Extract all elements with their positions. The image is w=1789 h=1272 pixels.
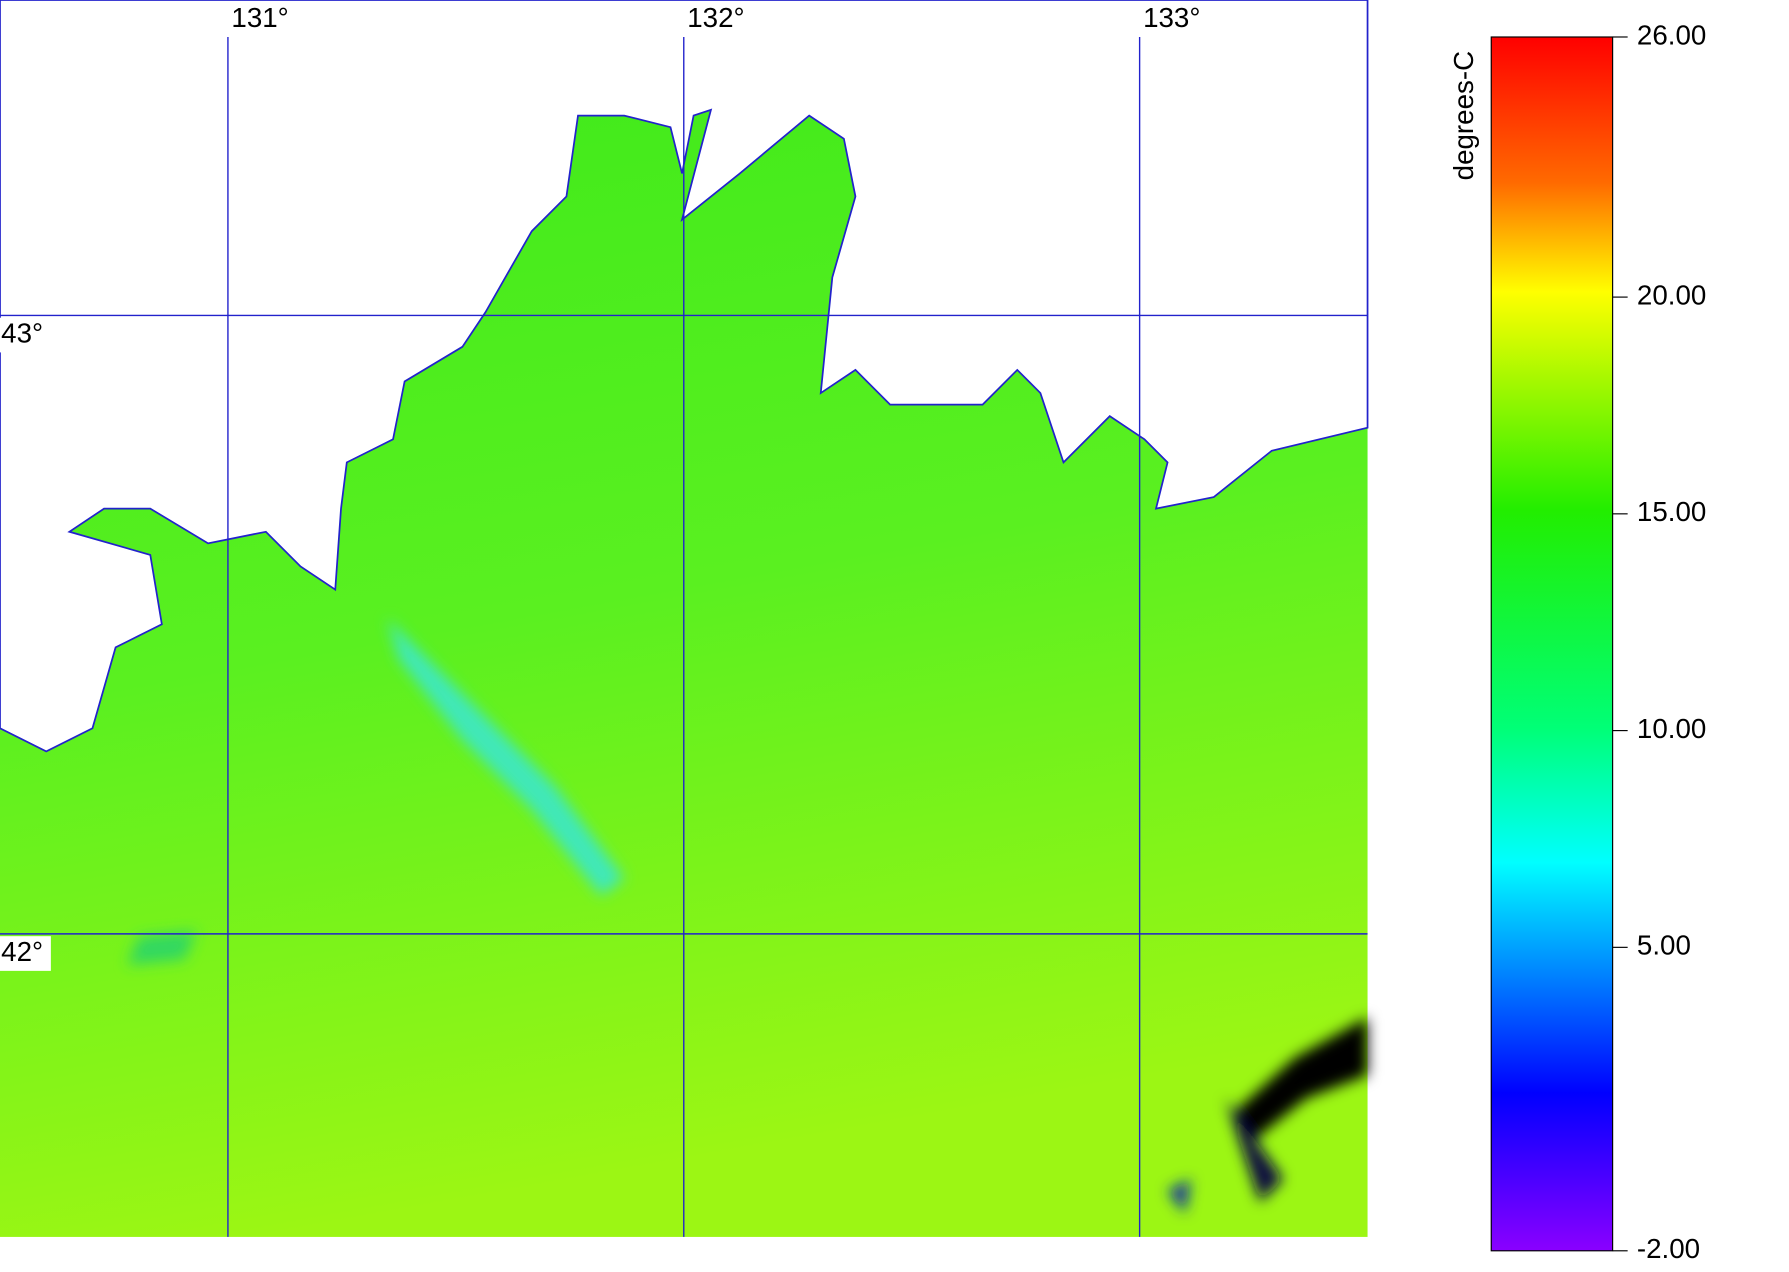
colorbar-tick-label: -2.00	[1637, 1233, 1700, 1264]
latitude-label-bg	[0, 936, 51, 971]
colorbar-tick-label: 10.00	[1637, 713, 1706, 744]
colorbar-label: degrees-C	[1448, 51, 1479, 180]
colorbar-gradient	[1490, 36, 1614, 1252]
longitude-label: 133°	[1143, 2, 1200, 33]
colorbar: degrees-C 26.00 20.00 15.00 10.00 5.00 -2.00	[1448, 19, 1706, 1264]
colorbar-tick-label: 26.00	[1637, 19, 1706, 50]
colorbar-tick-label: 5.00	[1637, 930, 1691, 961]
graticule: 131° 132° 133° 43° 42°	[0, 2, 1368, 1237]
latitude-label-bg	[0, 317, 51, 353]
temperature-features	[127, 618, 1368, 1214]
map-root: 131° 132° 133° 43° 42° degrees-C 26.00 20.00 1…	[0, 0, 1706, 1264]
longitude-label: 131°	[231, 2, 288, 33]
colorbar-tick-label: 15.00	[1637, 496, 1706, 527]
land	[0, 0, 1369, 753]
latitude-label: 43°	[1, 317, 43, 348]
latitude-label: 42°	[1, 936, 43, 967]
longitude-label: 132°	[687, 2, 744, 33]
colorbar-tick-label: 20.00	[1637, 279, 1706, 310]
